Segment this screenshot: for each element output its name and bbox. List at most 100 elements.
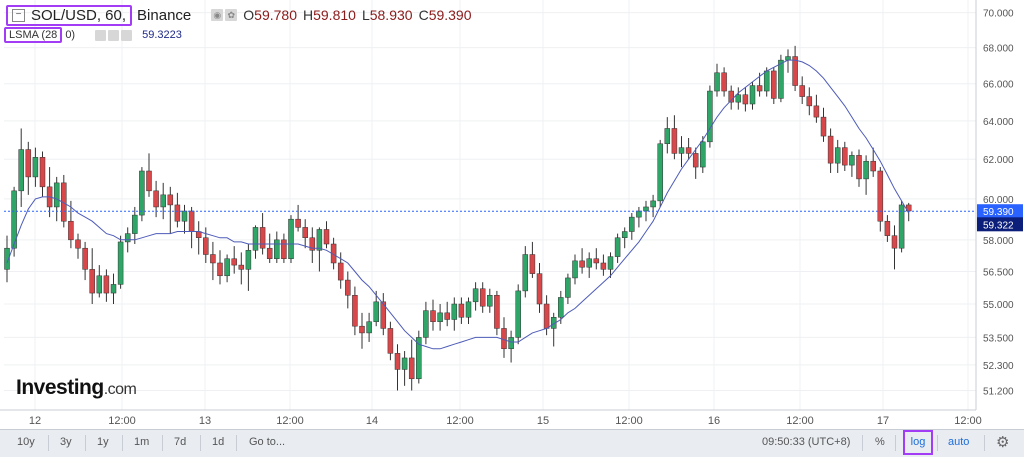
candle-down [820,116,827,137]
candle-down [877,170,884,222]
candle-up [373,301,379,322]
candle-down [884,220,891,236]
candle-up [252,227,259,251]
candle-up [423,310,429,338]
chart-grid [4,0,976,410]
candle-down [430,310,436,322]
candle-down [479,288,486,307]
candle-up [53,182,60,208]
candle-up [224,258,230,277]
candle-down [444,312,450,320]
candle-up [778,59,784,99]
last-price-tag: 59.390 [983,207,1014,218]
clock[interactable]: 09:50:33 (UTC+8) [762,436,851,448]
candle-down [799,85,805,97]
lsma-line [6,59,910,350]
settings-icon[interactable]: ✿ [225,9,238,21]
candle-up [18,149,24,192]
candle-up [614,237,621,257]
percent-toggle[interactable]: % [875,436,885,448]
last-price-tag-bg [977,204,1023,219]
candle-up [181,210,188,222]
symbol-title[interactable]: − SOL/USD, 60, [6,4,133,26]
legend-icons: ◉ ✿ [211,9,238,21]
candle-up [245,250,252,270]
range-1d[interactable]: 1d [212,436,225,448]
collapse-icon[interactable]: − [12,8,25,22]
candle-down [380,301,387,329]
divider [85,435,86,451]
price-chart[interactable]: 70.000 68.000 66.000 64.000 62.000 60.000 58.0… [0,0,1024,430]
candle-down [813,105,820,118]
range-10y[interactable]: 10y [17,436,35,448]
candle-down [827,135,834,164]
time-label: 12:00 [954,415,982,427]
time-label: 12:00 [446,415,474,427]
candle-down [593,258,600,264]
candle-down [39,157,46,188]
gear-icon[interactable]: ⚙ [996,434,1010,451]
candle-up [117,241,124,285]
candle-up [565,277,571,298]
divider [895,435,896,451]
divider [162,435,163,451]
goto-button[interactable]: Go to... [249,436,286,448]
candle-down [394,353,401,370]
candle-up [707,90,713,143]
candle-up [110,284,117,294]
candle-down [210,254,216,264]
candle-down [543,303,550,329]
range-1m[interactable]: 1m [134,436,150,448]
candle-up [834,147,841,164]
eye-icon[interactable]: ◉ [211,9,224,21]
candle-up [607,256,614,270]
candle-down [856,155,862,180]
price-axis[interactable]: 70.000 68.000 66.000 64.000 62.000 60.000 58.0… [983,9,1014,398]
candle-down [68,220,74,241]
time-label: 12:00 [786,415,814,427]
candle-up [650,200,656,208]
candle-up [664,128,671,145]
close-icon[interactable] [121,29,133,41]
candle-down [75,239,81,249]
ohlc-high: H59.810 [302,7,356,23]
time-label: 13 [199,415,211,427]
log-toggle[interactable]: log [903,430,933,455]
settings-icon[interactable] [108,29,120,41]
candle-down [728,90,734,103]
candle-up [572,260,578,279]
eye-icon[interactable] [95,29,107,41]
candle-down [359,325,365,334]
divider [862,435,863,451]
chart-legend: − SOL/USD, 60, Binance ◉ ✿ O59.780 H59.8… [6,4,472,26]
price-label: 70.000 [983,9,1014,20]
range-3y[interactable]: 3y [60,436,72,448]
candle-down [579,260,585,268]
price-label: 53.500 [983,333,1014,344]
range-7d[interactable]: 7d [174,436,187,448]
candle-down [323,229,330,245]
candle-down [188,210,195,232]
candle-down [891,235,898,249]
candle-up [522,254,529,292]
price-label: 66.000 [983,80,1014,91]
candle-down [337,262,344,281]
auto-toggle[interactable]: auto [948,436,970,448]
divider [48,435,49,451]
candle-down [217,262,223,277]
candle-up [416,337,422,380]
candle-down [501,328,507,350]
candle-up [785,56,791,61]
range-1y[interactable]: 1y [97,436,109,448]
candle-down [352,295,358,327]
candle-up [735,94,742,103]
time-axis[interactable]: 12 12:00 13 12:00 14 12:00 15 12:00 16 12:00 17 12:… [29,415,982,427]
candle-down [167,194,174,206]
candle-down [295,218,301,228]
price-label: 56.500 [983,267,1014,278]
divider [236,435,237,451]
candle-down [146,170,152,192]
candle-up [515,290,521,338]
indicator-name[interactable]: LSMA (28 [4,27,63,43]
divider [122,435,123,451]
